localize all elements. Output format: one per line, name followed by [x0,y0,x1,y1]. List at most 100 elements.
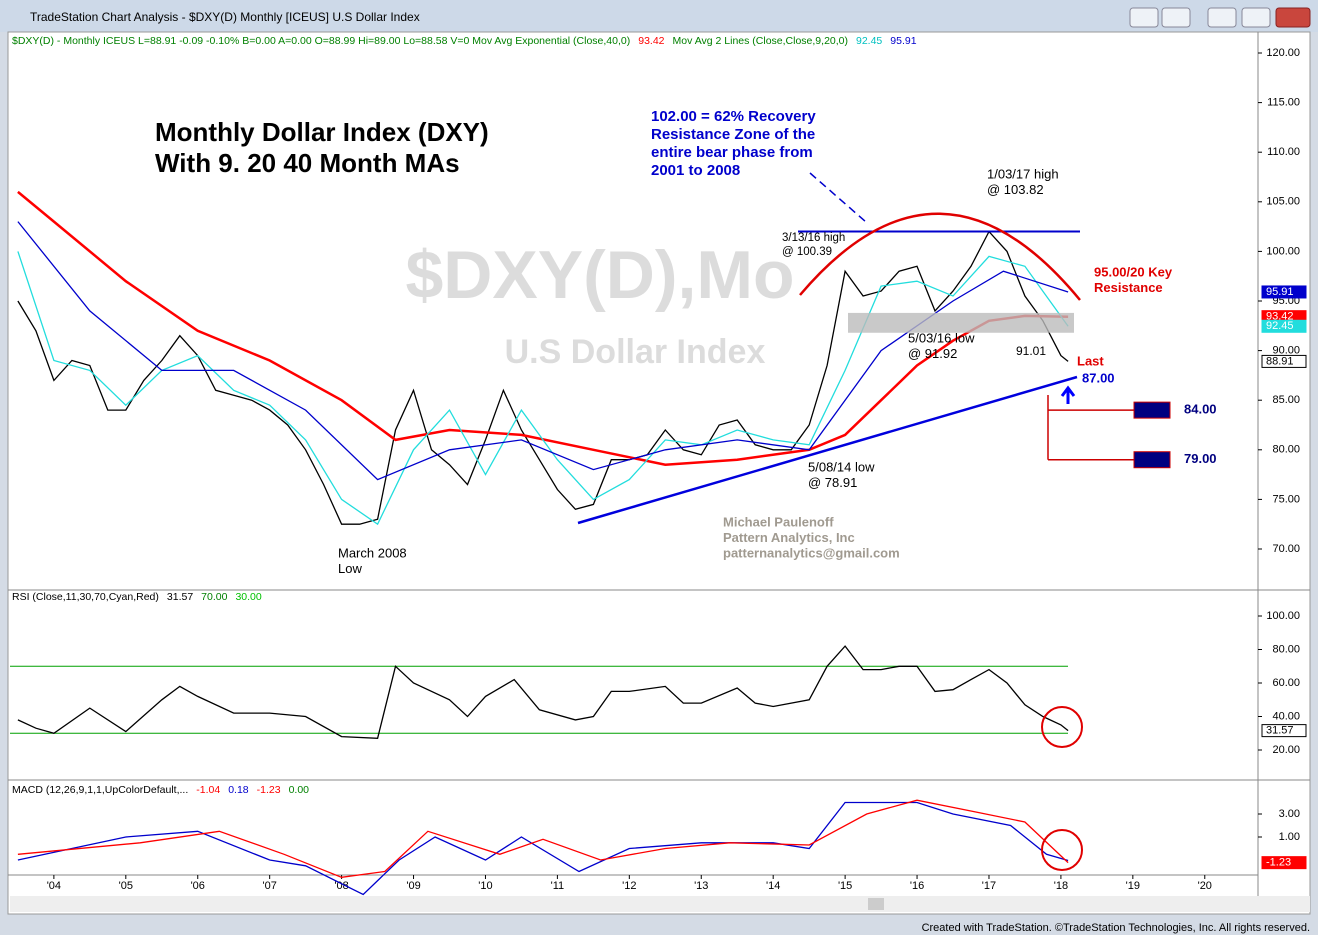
annotation: 5/08/14 low [808,459,875,474]
x-tick-label: '12 [622,880,636,892]
series-line [17,799,1069,878]
annotation: 1/03/17 high [987,166,1059,181]
price-tag [1261,354,1307,368]
scrollbar[interactable] [10,896,1310,912]
annotation: @ 100.39 [782,246,832,258]
title-bar [0,0,1318,32]
y-tick-label: 100.00 [1266,610,1300,622]
window-title: TradeStation Chart Analysis - $DXY(D) Mo… [30,10,420,24]
x-tick-label: '04 [47,880,61,892]
resistance-arc [799,212,1081,301]
y-tick-label: 70.00 [1272,543,1300,555]
y-tick-label: 3.00 [1279,808,1300,820]
header-value: 30.00 [235,591,261,603]
x-tick-label: '20 [1198,880,1212,892]
panel-header: RSI (Close,11,30,70,Cyan,Red) 31.57 70.00 3… [12,591,262,603]
close-button[interactable] [1275,7,1311,28]
x-tick-label: '19 [1126,880,1140,892]
y-tick-label: 85.00 [1272,394,1300,406]
header-value: 0.00 [289,784,310,796]
target-box [1133,451,1171,469]
panel-header: MACD (12,26,9,1,1,UpColorDefault,... -1.0… [12,784,309,796]
target-label: 79.00 [1184,451,1217,466]
watermark-subtitle: U.S Dollar Index [505,333,766,371]
support-zone [848,312,1074,333]
x-tick-label: '15 [838,880,852,892]
price-tag [1261,724,1307,738]
x-tick-label: '17 [982,880,996,892]
header-item: Mov Avg 2 Lines (Close,Close,9,20,0) [673,35,848,47]
y-tick-label: 90.00 [1272,345,1300,357]
x-tick-label: '05 [119,880,133,892]
annotation: 3/13/16 high [782,232,845,244]
x-tick-label: '16 [910,880,924,892]
annotation: patternanalytics@gmail.com [723,546,900,561]
annotation: Pattern Analytics, Inc [723,530,855,545]
scroll-thumb[interactable] [868,898,884,910]
x-tick-label: '10 [478,880,492,892]
header-item: 95.91 [890,35,916,47]
header-item: 92.45 [856,35,882,47]
annotation: @ 78.91 [808,475,857,490]
header-value: 70.00 [201,591,227,603]
highlight-circle [1041,829,1083,871]
header-item: 93.42 [638,35,664,47]
panel-title: MACD (12,26,9,1,1,UpColorDefault,... [12,784,188,796]
x-tick-label: '13 [694,880,708,892]
series-line [17,251,1069,526]
annotation: With 9. 20 40 Month MAs [155,148,460,178]
highlight-circle [1041,706,1083,748]
up-arrow [1060,385,1076,404]
maximize-button[interactable] [1241,7,1271,28]
symbol-button[interactable] [1129,7,1159,28]
target-label: 84.00 [1184,402,1217,417]
annotation: Michael Paulenoff [723,514,834,529]
price-tag [1261,285,1307,299]
y-tick-label: 1.00 [1279,831,1300,843]
price-tag [1261,856,1307,870]
annotation: 95.00/20 Key [1094,264,1173,279]
trendline [577,375,1078,525]
y-tick-label: 100.00 [1266,245,1300,257]
annotation: @ 103.82 [987,182,1044,197]
minimize-button[interactable] [1207,7,1237,28]
annotation: Low [338,561,362,576]
price-tag-label: 92.45 [1266,320,1294,332]
annotation: 102.00 = 62% Recovery [651,108,816,125]
annotation: 5/03/16 low [908,330,975,345]
annotation: entire bear phase from [651,144,813,161]
panel-header: $DXY(D) - Monthly ICEUS L=88.91 -0.09 -0… [12,35,917,47]
watermark: $DXY(D),Mo [405,237,794,313]
header-item: $DXY(D) - Monthly ICEUS L=88.91 -0.09 -0… [12,35,630,47]
panel-title: RSI (Close,11,30,70,Cyan,Red) [12,591,159,603]
x-tick-label: '09 [406,880,420,892]
price-tag-label: 88.91 [1266,355,1294,367]
header-value: 0.18 [228,784,249,796]
header-value: -1.04 [196,784,220,796]
annotation: @ 91.92 [908,346,957,361]
header-value: 31.57 [167,591,193,603]
y-tick-label: 60.00 [1272,677,1300,689]
series-line [17,230,1069,525]
x-tick-label: '14 [766,880,780,892]
annotation: Last [1077,353,1104,368]
header-value: -1.23 [257,784,281,796]
annotation: Monthly Dollar Index (DXY) [155,117,489,147]
x-tick-label: '18 [1054,880,1068,892]
annotation: 87.00 [1082,370,1115,385]
price-tag-label: 31.57 [1266,725,1294,737]
y-tick-label: 105.00 [1266,196,1300,208]
annotation: Resistance Zone of the [651,126,815,143]
price-tag-label: 95.91 [1266,286,1294,298]
annotation: 2001 to 2008 [651,162,740,179]
footer: Created with TradeStation. ©TradeStation… [922,922,1310,934]
y-tick-label: 80.00 [1272,643,1300,655]
price-tag [1261,319,1307,333]
y-tick-label: 20.00 [1272,744,1300,756]
x-tick-label: '08 [334,880,348,892]
indicator-button[interactable] [1161,7,1191,28]
price-tag-label: -1.23 [1266,857,1291,869]
x-tick-label: '07 [262,880,276,892]
y-tick-label: 120.00 [1266,47,1300,59]
